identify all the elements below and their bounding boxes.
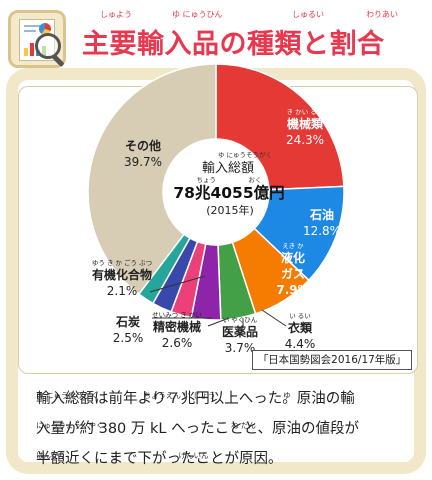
mini-pie-icon (39, 23, 51, 35)
note-ruby: ゆ にゅうそうがく ちょうえん い じょう ゆ (36, 391, 291, 400)
slice-value: 4.4% (285, 337, 316, 351)
note-line: 入量が約 380 万 kL へったことと、原油の値段が (36, 421, 360, 437)
slice-label-6: 石炭 2.5% (113, 314, 144, 345)
slice-label-1: 石油 12.8% (303, 207, 341, 238)
explanation-note: ゆ にゅうそうがく ちょうえん い じょう ゆ 輸入総額は前年より７兆円以上へっ… (36, 384, 408, 474)
slice-label-8: その他 39.7% (124, 138, 162, 169)
note-line: 半額近くにまで下がったことが原因。 (36, 451, 283, 467)
slice-value: 12.8% (303, 224, 341, 238)
slice-ruby: ゆう き か ごう ぶつ (92, 258, 152, 267)
slice-value: 24.3% (286, 133, 324, 147)
slice-ruby: い るい (289, 312, 311, 320)
slice-value: 39.7% (124, 155, 162, 169)
slice-value: 7.9% (276, 283, 309, 297)
slice-ruby: き かい るい (287, 108, 324, 116)
donut-hole (163, 139, 269, 245)
center-value-ruby: ちょう おく (197, 176, 262, 184)
leader-lines (149, 275, 287, 327)
slice-name: 液化 (281, 250, 305, 265)
title-ruby: わりあい (366, 10, 398, 19)
report-magnifier-icon (8, 10, 66, 68)
page-title: 主要輸入品の種類と割合 (82, 29, 385, 60)
slice-name: 医薬品 (222, 324, 258, 339)
title-ruby: しゅよう (100, 10, 132, 19)
note-ruby: はんがく さ げんいん (36, 451, 209, 460)
slice-ruby: い やくひん (223, 316, 258, 324)
slice-value: 2.6% (162, 336, 193, 350)
title-ruby: しゅるい (292, 10, 324, 19)
source-citation: 「日本国勢図会2016/17年版」 (252, 350, 412, 370)
leader-line-5 (207, 317, 230, 327)
slice-value: 2.1% (107, 284, 138, 298)
slice-name: 石炭 (115, 314, 140, 329)
slice-value: 3.7% (225, 341, 256, 355)
center-label: 輸入総額 (202, 161, 254, 176)
donut-slices (87, 63, 345, 321)
slice-name: 有機化合物 (92, 267, 152, 282)
slice-ruby: せいみつ き かい (152, 311, 202, 319)
leader-line-3 (261, 309, 287, 327)
slice-ruby: えき か (282, 242, 304, 250)
header: しゅよう ゆ にゅうひん しゅるい わりあい 主要輸入品の種類と割合 (0, 0, 432, 78)
slice-name: 機械類 (287, 116, 324, 131)
slice-name: 精密機械 (153, 319, 201, 334)
slice-value: 2.5% (113, 331, 144, 345)
note-ruby: にゅうりょう やく ね だん (36, 421, 256, 430)
center-year: (2015年) (206, 203, 254, 217)
slice-name: ガス (281, 266, 305, 281)
center-label-ruby: ゆ にゅうそうがく (218, 150, 272, 159)
slice-name: 衣類 (288, 320, 313, 335)
title-ruby: ゆ にゅうひん (172, 10, 223, 19)
leader-line-7 (149, 275, 206, 293)
slice-name: その他 (125, 138, 161, 153)
note-line: 輸入総額は前年より７兆円以上へった。原油の輸 (36, 391, 355, 407)
slice-name: 石油 (309, 207, 334, 222)
center-total-value: 78兆4055億円 (173, 183, 284, 202)
